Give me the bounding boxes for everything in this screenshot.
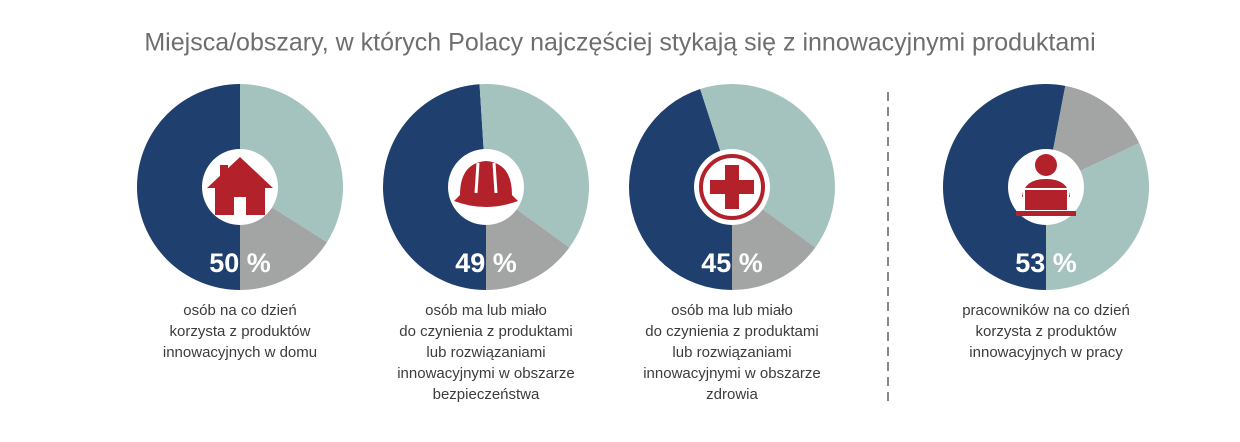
value-label: 45 % <box>701 248 763 278</box>
caption-line: osób ma lub miało <box>425 302 547 319</box>
caption-line: pracowników na co dzień <box>962 302 1130 319</box>
icon-cross <box>710 165 754 209</box>
caption-line: bezpieczeństwa <box>433 386 540 403</box>
icon-helmet <box>454 161 518 207</box>
caption-line: do czynienia z produktami <box>645 323 818 340</box>
pie-slice <box>137 84 240 290</box>
pie: 45 % osób ma lub miało do czynienia z prod… <box>628 84 835 403</box>
pie: 49 % osób ma lub miało do czynienia z prod… <box>382 84 589 403</box>
icon-laptop <box>1023 188 1069 212</box>
icon-laptop-base <box>1016 211 1076 216</box>
value-label: 50 % <box>209 248 271 278</box>
pie: 50 % osób na co dzień korzysta z produktów… <box>137 84 344 361</box>
value-label: 49 % <box>455 248 517 278</box>
caption-line: innowacyjnych w domu <box>163 344 317 361</box>
value-label: 53 % <box>1015 248 1077 278</box>
pie-slice <box>700 84 835 248</box>
title: Miejsca/obszary, w których Polacy najczę… <box>144 29 1095 57</box>
caption-line: lub rozwiązaniami <box>426 344 545 361</box>
caption-line: osób ma lub miało <box>671 302 793 319</box>
icon-helmet-ridge <box>474 162 498 194</box>
pie-slice <box>382 84 486 290</box>
icon-house <box>207 157 273 215</box>
caption-line: lub rozwiązaniami <box>672 344 791 361</box>
caption-line: do czynienia z produktami <box>399 323 572 340</box>
icon-ring <box>699 154 765 220</box>
icon-head <box>1035 154 1057 176</box>
caption-line: innowacyjnych w pracy <box>969 344 1123 361</box>
caption-line: korzysta z produktów <box>976 323 1117 340</box>
caption-line: osób na co dzień <box>183 302 296 319</box>
pie: 53 % pracowników na co dzień korzysta z pr… <box>943 84 1149 361</box>
caption-line: innowacyjnymi w obszarze <box>643 365 821 382</box>
caption-line: korzysta z produktów <box>170 323 311 340</box>
pie-slice <box>943 84 1066 290</box>
caption-line: zdrowia <box>706 386 758 403</box>
pie-slice <box>628 89 732 291</box>
pie-slice <box>479 84 589 248</box>
caption-line: innowacyjnymi w obszarze <box>397 365 575 382</box>
